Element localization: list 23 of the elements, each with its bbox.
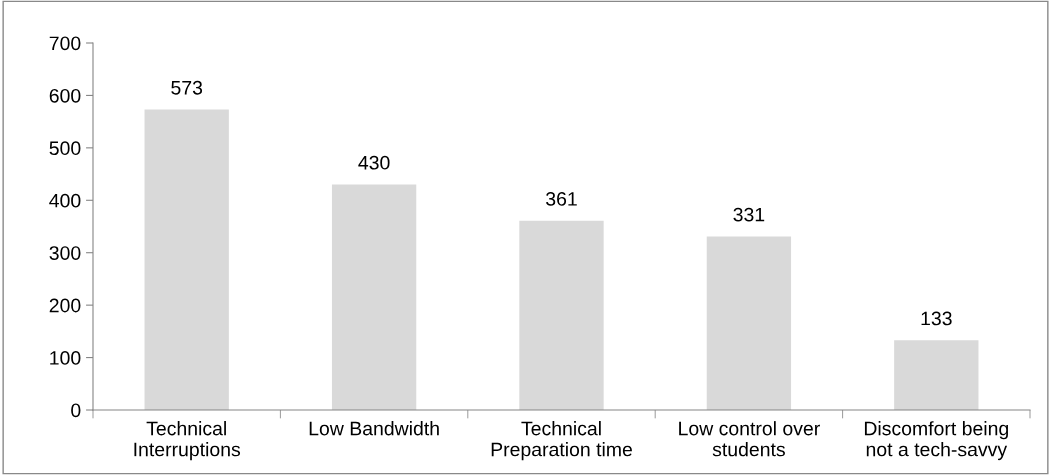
data-label: 430 [358,155,390,170]
bar [519,220,604,410]
x-tick-label: Technical Preparation time [491,421,632,461]
bar [706,236,792,410]
bar [894,340,979,410]
y-tick-label: 600 [49,88,81,103]
y-tick-label: 500 [49,141,81,156]
y-tick-label: 200 [49,298,81,313]
x-tick-label: Discomfort being not a tech-savvy [864,421,1008,461]
y-tick-label: 0 [71,403,81,418]
x-tick-label: Low control over students [679,421,820,457]
data-label: 133 [921,311,952,326]
y-tick-label: 700 [49,36,81,51]
x-tick-label: Low Bandwidth [309,421,439,436]
data-label: 573 [171,80,203,95]
data-label: 331 [733,207,765,222]
y-tick-label: 100 [50,351,81,365]
y-tick-label: 300 [49,246,81,260]
x-tick-label: Technical Interruptions [134,421,241,461]
bar [144,109,229,410]
bar [331,184,417,410]
data-label: 361 [546,192,577,206]
y-tick-label: 400 [49,193,81,208]
